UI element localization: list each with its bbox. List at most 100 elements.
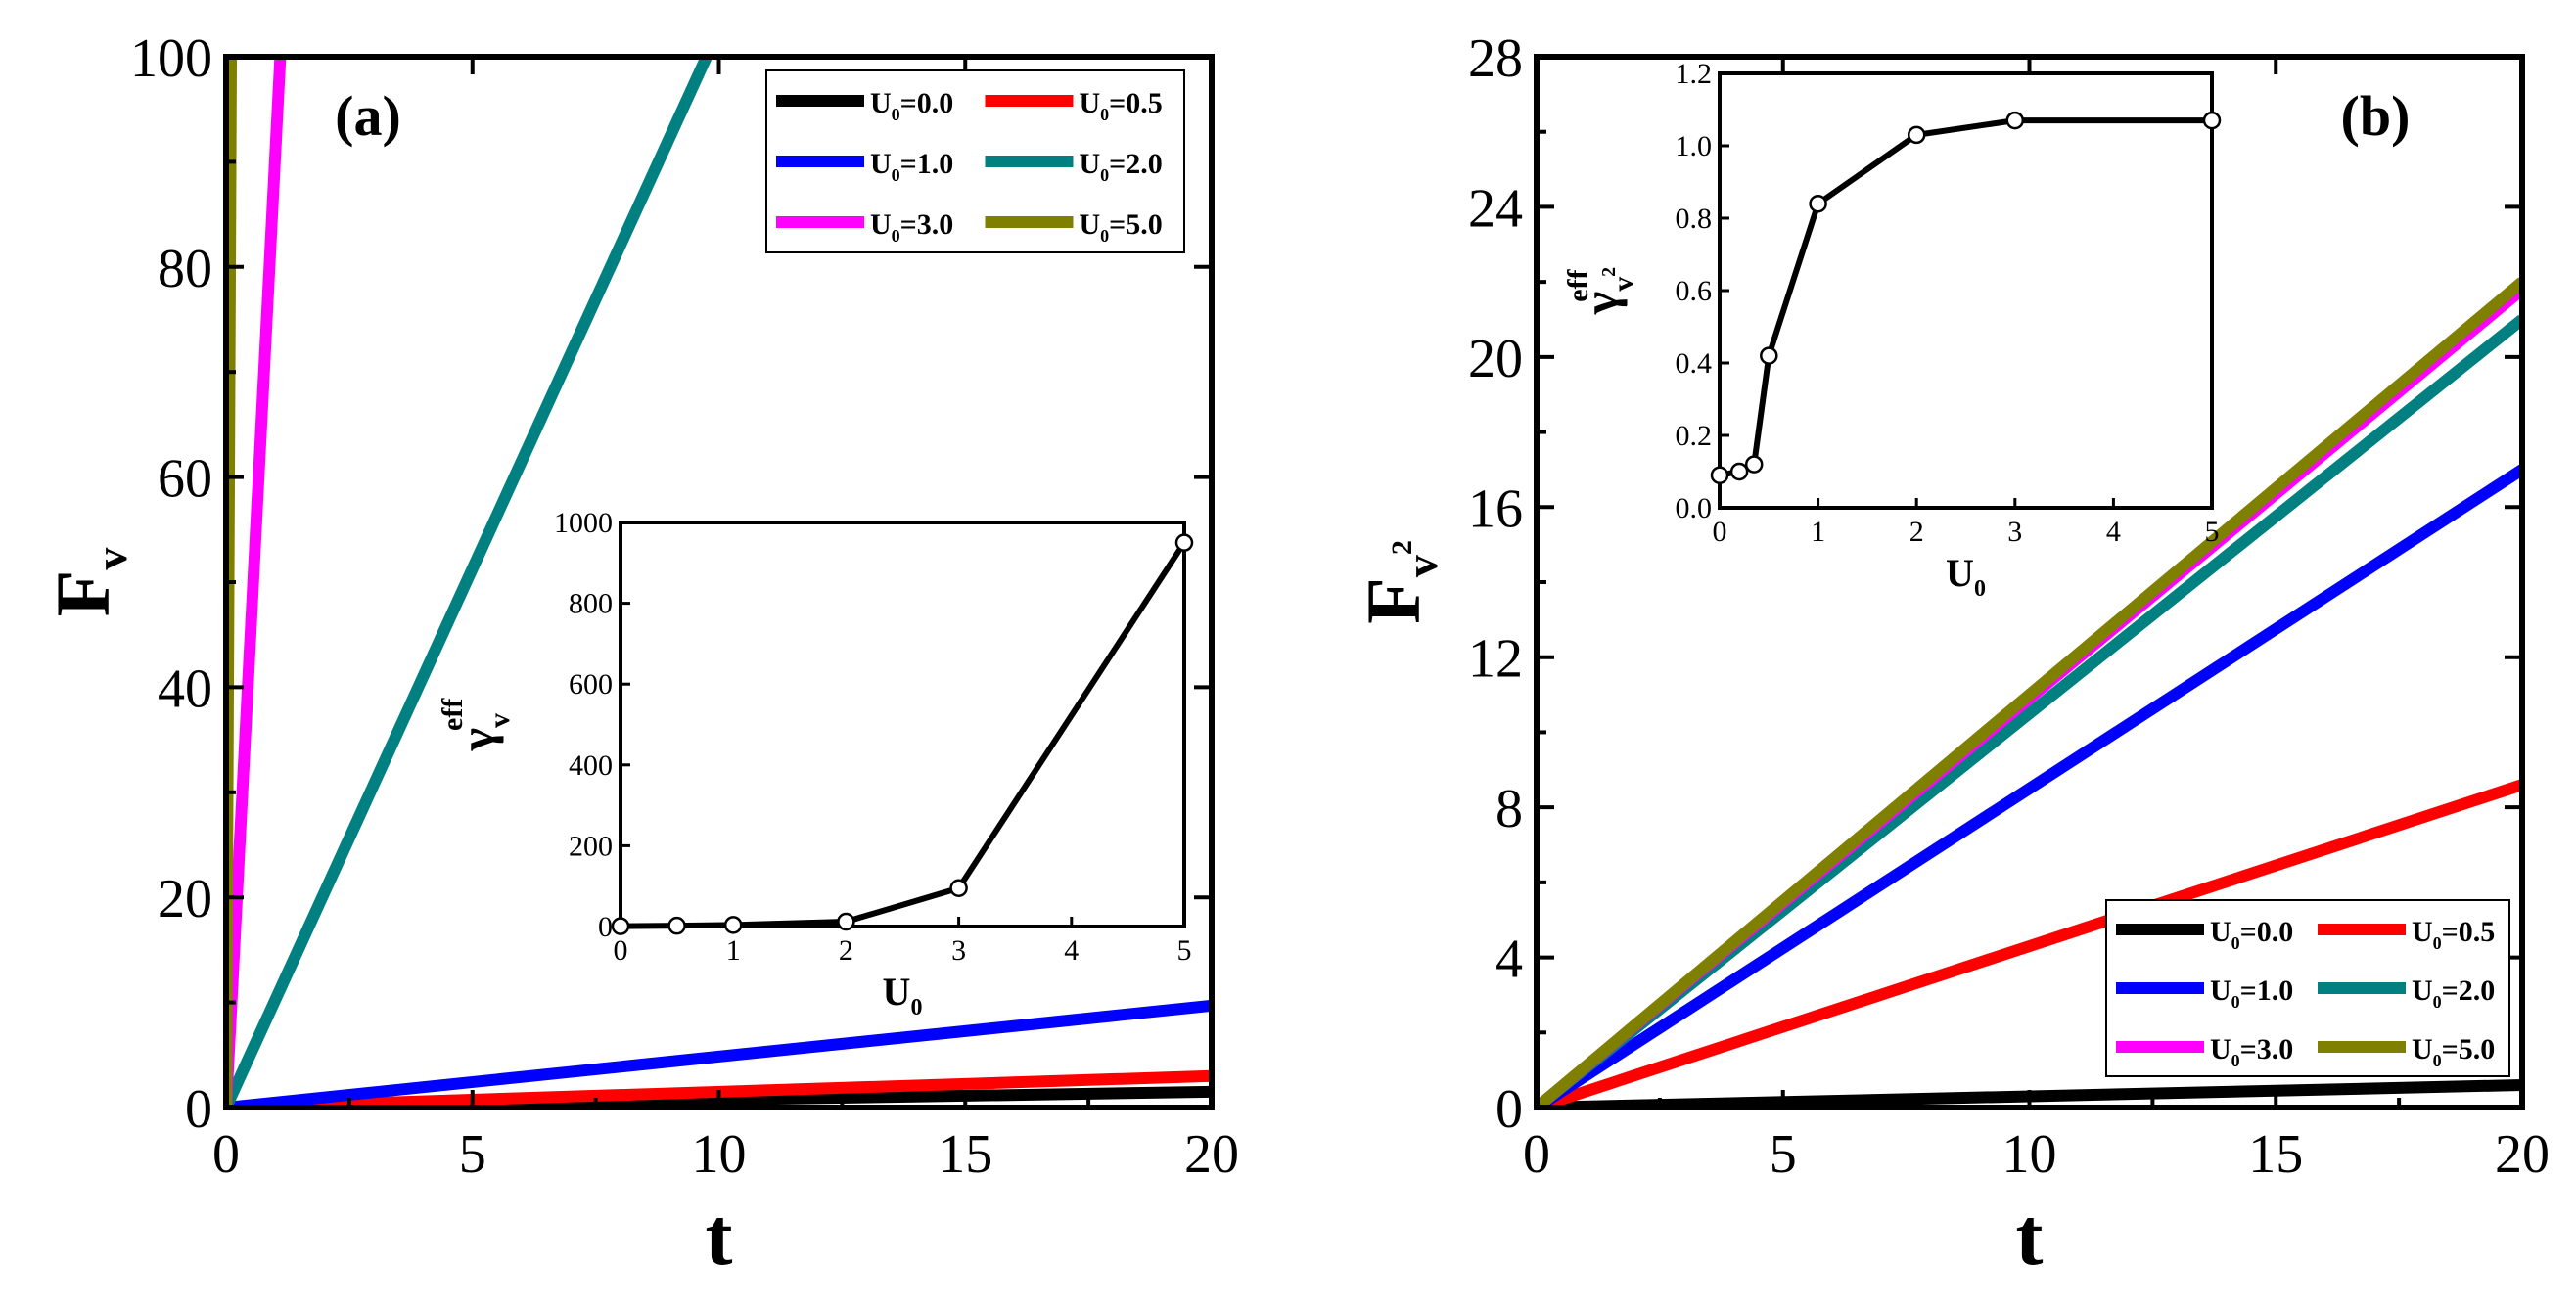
inset-y-tick-label: 0.6 <box>1676 275 1713 307</box>
inset-x-label-main: U <box>883 970 911 1014</box>
legend-entry-label: U0=0.0 <box>870 87 953 124</box>
inset-y-label: γveff <box>437 698 516 752</box>
inset-data-point <box>2202 111 2222 130</box>
inset-line <box>620 541 1187 929</box>
inset-frame <box>619 521 1186 928</box>
legend-label-main: U <box>2210 974 2231 1007</box>
legend-entry-label: U0=3.0 <box>870 208 953 246</box>
legend-label-value: =5.0 <box>1109 208 1163 241</box>
legend-label-value: =1.0 <box>900 148 954 180</box>
y-tick-label: 20 <box>1468 329 1523 389</box>
y-tick-label: 4 <box>1495 929 1523 990</box>
inset-x-tick-label: 2 <box>1909 516 1924 548</box>
y-axis-label-sub: v <box>1397 555 1447 577</box>
legend-label-value: =0.5 <box>1109 87 1163 119</box>
inset-x-tick-label: 5 <box>1177 934 1192 967</box>
legend-label-sub: 0 <box>2231 933 2240 953</box>
legend-label-value: =1.0 <box>2240 974 2294 1007</box>
legend-label-sub: 0 <box>892 226 900 246</box>
inset-y-tick-label: 0.8 <box>1676 203 1713 235</box>
legend-entry-label: U0=1.0 <box>870 148 953 185</box>
legend: U0=0.0 U0=0.5U0=1.0 U0=2.0U0=3.0 U0=5.0 <box>2105 899 2510 1077</box>
inset-y-tick-label: 0.2 <box>1676 420 1713 452</box>
legend-entry-label: U0=5.0 <box>2412 1033 2495 1070</box>
y-tick-label: 8 <box>1495 779 1523 839</box>
series-line-u020 <box>226 57 713 1108</box>
inset-y-label-sub: v <box>483 713 516 728</box>
x-tick-label: 10 <box>692 1124 747 1185</box>
legend-entry-label: U0=0.5 <box>1080 87 1163 124</box>
legend-label-main: U <box>870 87 892 119</box>
legend-label-sub: 0 <box>2231 1051 2240 1070</box>
legend-label-value: =0.0 <box>2240 916 2294 948</box>
legend-label-value: =0.5 <box>2442 916 2496 948</box>
legend-label-sub: 0 <box>892 105 900 124</box>
inset-x-tick-label: 3 <box>2007 516 2022 548</box>
inset-data-point <box>1729 462 1749 481</box>
legend-label-value: =5.0 <box>2442 1033 2496 1065</box>
legend-label-value: =0.0 <box>900 87 954 119</box>
inset-y-tick-label: 0 <box>598 911 613 943</box>
legend-entry-label: U0=5.0 <box>1080 208 1163 246</box>
inset-x-label-sub: 0 <box>910 995 922 1020</box>
x-tick-label: 20 <box>1184 1124 1239 1185</box>
inset-data-point <box>1710 466 1729 484</box>
panel-label: (a) <box>335 84 401 148</box>
legend-label-sub: 0 <box>2231 992 2240 1012</box>
inset-x-tick-label: 5 <box>2205 516 2220 548</box>
legend-label-main: U <box>1080 148 1101 180</box>
inset-y-label: γv2 eff <box>1562 267 1639 315</box>
inset-y-label-sup: eff <box>1562 268 1594 301</box>
x-tick-label: 10 <box>2002 1124 2057 1185</box>
inset-data-point <box>837 912 855 931</box>
inset-x-tick-label: 1 <box>1811 516 1825 548</box>
inset-y-tick-label: 0.0 <box>1676 492 1713 524</box>
legend-label-main: U <box>870 208 892 241</box>
inset-x-tick-label: 4 <box>2106 516 2121 548</box>
y-axis-label: Fv2 <box>1351 540 1447 624</box>
series-line-u005 <box>1537 779 2522 1108</box>
series-line-u030 <box>226 57 287 1108</box>
panel-label: (b) <box>2341 84 2411 148</box>
series-line-u010 <box>1537 464 2522 1108</box>
legend-label-main: U <box>2412 1033 2433 1065</box>
legend-label-sub: 0 <box>1100 226 1109 246</box>
inset-data-point <box>1809 194 1827 213</box>
y-tick-label: 80 <box>158 239 212 299</box>
inset-y-tick-label: 0.4 <box>1676 347 1713 380</box>
inset-data-point <box>1760 346 1778 365</box>
inset-y-tick-label: 1000 <box>554 507 613 539</box>
y-tick-label: 16 <box>1468 478 1523 539</box>
legend-entry-label: U0=2.0 <box>2412 974 2495 1012</box>
y-tick-label: 40 <box>158 658 212 719</box>
x-tick-label: 0 <box>212 1124 240 1185</box>
inset-data-point <box>611 917 630 935</box>
x-tick-label: 15 <box>2248 1124 2303 1185</box>
y-tick-label: 0 <box>1495 1079 1523 1140</box>
y-tick-label: 28 <box>1468 28 1523 89</box>
inset-data-point <box>949 879 968 898</box>
x-tick-label: 20 <box>2495 1124 2550 1185</box>
x-tick-label: 5 <box>1770 1124 1797 1185</box>
inset-x-tick-label: 0 <box>614 934 628 967</box>
inset-y-tick-label: 400 <box>569 749 613 782</box>
legend: U0=0.0 U0=0.5U0=1.0 U0=2.0U0=3.0 U0=5.0 <box>765 69 1185 253</box>
inset-data-point <box>2005 111 2025 130</box>
legend-label-sub: 0 <box>1100 105 1109 124</box>
y-tick-label: 0 <box>185 1079 212 1140</box>
inset-y-tick-label: 1.2 <box>1676 58 1713 90</box>
legend-label-main: U <box>2210 1033 2231 1065</box>
inset-y-tick-label: 1.0 <box>1676 130 1713 162</box>
series-lines <box>1537 277 2522 1108</box>
inset-x-label: U0 <box>1946 551 1986 602</box>
inset-data-point <box>667 916 686 935</box>
inset-y-tick-label: 800 <box>569 588 613 620</box>
legend-entry-label: U0=3.0 <box>2210 1033 2293 1070</box>
y-tick-label: 100 <box>130 28 212 89</box>
inset-x-label-main: U <box>1946 551 1974 595</box>
